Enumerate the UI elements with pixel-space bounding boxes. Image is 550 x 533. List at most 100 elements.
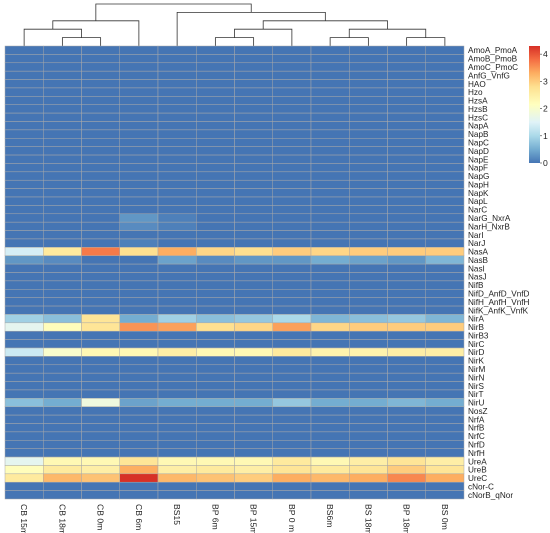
heatmap-cell-anfg-vnfg-bs15 [157, 70, 197, 80]
heatmap-cell-narj-cb-18m [43, 238, 82, 248]
heatmap-cell-nape-bs15 [157, 154, 197, 164]
row-label-nasj: NasJ [468, 273, 487, 282]
heatmap-cell-cnor-c-cb-6m [119, 481, 159, 491]
heatmap-cell-nird-cb-18m [43, 347, 82, 357]
heatmap-cell-ureb-bs-0m [425, 465, 465, 475]
heatmap-cell-nirt-bp-0-m [272, 389, 312, 399]
heatmap-cell-nirs-cb-18m [43, 381, 82, 391]
heatmap-cell-nari-bp-18m [387, 230, 426, 240]
heatmap-cell-napl-cb-0m [81, 196, 120, 206]
heatmap-cell-hzsa-bs6m [310, 96, 350, 105]
heatmap-cell-nasa-bs-0m [425, 247, 465, 256]
heatmap-cell-anfg-vnfg-bp-6m [196, 70, 235, 80]
heatmap-cell-nifk-anfk-vnfk-bp-15m [234, 305, 273, 315]
heatmap-cell-nasb-bs6m [310, 255, 350, 265]
heatmap-cell-nifk-anfk-vnfk-bs6m [310, 305, 350, 315]
heatmap-cell-amob-pmob-bp-6m [196, 54, 235, 64]
row-label-narc: NarC [468, 206, 487, 215]
row-label-amoa-pmoa: AmoA_PmoA [468, 46, 518, 55]
heatmap-cell-amoc-pmoc-bs-0m [425, 62, 465, 72]
row-label-napa: NapA [468, 122, 489, 131]
column-label-bp-18m: BP 18m [402, 504, 412, 533]
heatmap-cell-nrfa-bs-18m [349, 414, 388, 424]
heatmap-cell-nirk-bs-0m [425, 356, 465, 366]
heatmap-cell-nira-bs6m [310, 314, 350, 324]
row-label-nirm: NirM [468, 365, 485, 374]
heatmap-cell-nifh-anfh-vnfh-bp-18m [387, 297, 426, 307]
heatmap-cell-nrfa-cb-15m [4, 414, 44, 424]
heatmap-cell-nird-bp-18m [387, 347, 426, 357]
heatmap-cell-napg-bs6m [310, 171, 350, 181]
heatmap-cell-urec-bs-0m [425, 473, 465, 483]
heatmap-cell-amob-pmob-bp-0-m [272, 54, 312, 64]
heatmap-cell-nape-bp-6m [196, 154, 235, 164]
heatmap-cell-amoc-pmoc-bp-15m [234, 62, 273, 72]
heatmap-cell-narg-nxra-bs6m [310, 213, 350, 223]
heatmap-cell-ureb-bp-0-m [272, 465, 312, 475]
heatmap-cell-urec-bs-18m [349, 473, 388, 483]
heatmap-cell-nrfb-bp-0-m [272, 423, 312, 433]
row-label-cnor-c: cNor-C [468, 482, 494, 491]
heatmap-cell-narj-bp-15m [234, 238, 273, 248]
heatmap-cell-nifk-anfk-vnfk-bp-0-m [272, 305, 312, 315]
heatmap-cell-amoa-pmoa-bp-15m [234, 45, 273, 55]
heatmap-cell-nasb-cb-0m [81, 255, 120, 265]
heatmap-cell-nirb3-bs6m [310, 330, 350, 340]
heatmap-cell-nrfa-bs15 [157, 414, 197, 424]
heatmap-cell-hzsa-cb-0m [81, 96, 120, 105]
heatmap-cell-amoc-pmoc-bp-0-m [272, 62, 312, 72]
heatmap-cell-hzo-cb-0m [81, 87, 120, 97]
heatmap-cell-narg-nxra-bs-18m [349, 213, 388, 223]
heatmap-cell-nasi-cb-6m [119, 263, 159, 273]
heatmap-cell-napk-bs-18m [349, 188, 388, 198]
heatmap-cell-amoa-pmoa-cb-18m [43, 45, 82, 55]
heatmap-cell-nifh-anfh-vnfh-bs-18m [349, 297, 388, 307]
heatmap-cell-nira-cb-15m [4, 314, 44, 324]
heatmap-cell-nira-bs-0m [425, 314, 465, 324]
row-label-nifb: NifB [468, 281, 484, 290]
heatmap-cell-nosz-bs-18m [349, 406, 388, 416]
heatmap-cell-napl-bp-18m [387, 196, 426, 206]
heatmap-cell-naph-bs15 [157, 179, 197, 189]
heatmap-cell-napb-bs-18m [349, 129, 388, 139]
heatmap-cell-napg-cb-0m [81, 171, 120, 181]
heatmap-cell-nrfd-bs15 [157, 440, 197, 449]
heatmap-cell-urec-cb-15m [4, 473, 44, 483]
heatmap-cell-nasj-bp-6m [196, 272, 235, 282]
heatmap-cell-nasi-bp-15m [234, 263, 273, 273]
heatmap-cell-naph-bs6m [310, 179, 350, 189]
heatmap-cell-napk-bs15 [157, 188, 197, 198]
heatmap-cell-amob-pmob-bp-18m [387, 54, 426, 64]
heatmap-cell-nirc-bp-0-m [272, 339, 312, 349]
row-label-anfg-vnfg: AnfG_VnfG [468, 71, 510, 80]
heatmap-cell-nrfd-cb-15m [4, 440, 44, 449]
heatmap-cell-urea-cb-0m [81, 456, 120, 466]
heatmap-cell-nasj-bs6m [310, 272, 350, 282]
heatmap-cell-nrfa-bp-6m [196, 414, 235, 424]
heatmap-cell-niru-cb-18m [43, 398, 82, 407]
heatmap-cell-nosz-bp-6m [196, 406, 235, 416]
heatmap-cell-niru-bp-6m [196, 398, 235, 407]
heatmap-cell-nari-bp-15m [234, 230, 273, 240]
heatmap-cell-nari-cb-0m [81, 230, 120, 240]
heatmap-cell-niru-cb-6m [119, 398, 159, 407]
heatmap-cell-hao-cb-18m [43, 79, 82, 89]
heatmap-cell-nrfh-cb-15m [4, 448, 44, 458]
heatmap-cell-amoc-pmoc-bp-18m [387, 62, 426, 72]
row-label-nrfc: NrfC [468, 432, 485, 441]
row-label-narh-nxrb: NarH_NxrB [468, 222, 510, 231]
heatmap-cell-hzsa-bp-18m [387, 96, 426, 105]
heatmap-cell-nirs-bp-0-m [272, 381, 312, 391]
heatmap-cell-cnorb-qnor-bp-15m [234, 490, 273, 500]
legend-tick-label-0: 0 [543, 158, 548, 168]
heatmap-cell-urea-bp-15m [234, 456, 273, 466]
heatmap-cell-nifh-anfh-vnfh-bs6m [310, 297, 350, 307]
column-label-bs-0m: BS 0m [440, 504, 450, 530]
heatmap-cell-nird-bp-15m [234, 347, 273, 357]
heatmap-cell-anfg-vnfg-bs-18m [349, 70, 388, 80]
heatmap-cell-hzsb-cb-15m [4, 104, 44, 114]
heatmap-cell-nrfh-bs15 [157, 448, 197, 458]
row-label-nasi: NasI [468, 264, 485, 273]
heatmap-cell-hao-bp-0-m [272, 79, 312, 89]
heatmap-cell-cnor-c-bs-18m [349, 481, 388, 491]
